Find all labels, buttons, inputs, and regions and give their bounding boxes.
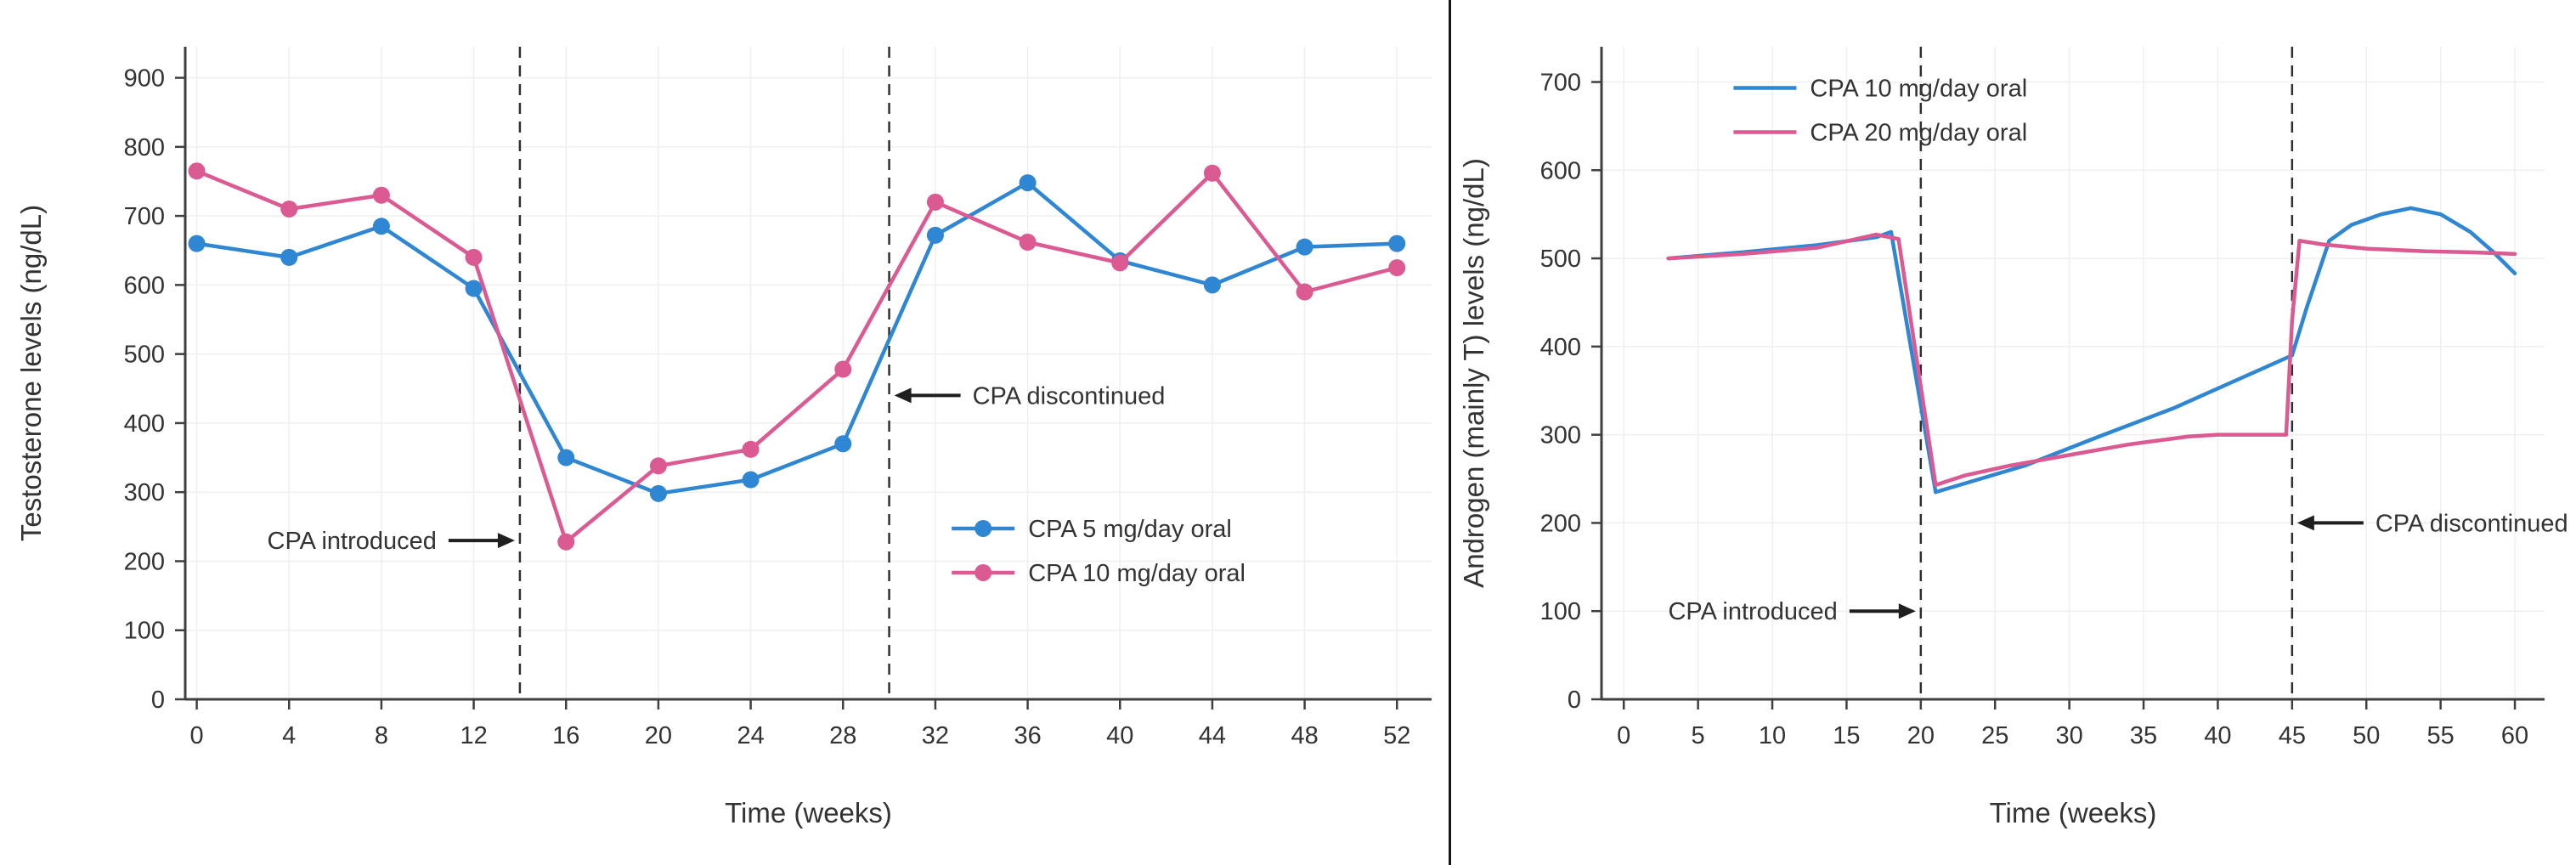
series-marker-1 [1019,233,1037,251]
x-tick-label: 12 [460,722,487,749]
series-marker-1 [1203,164,1221,182]
y-axis-label: Testosterone levels (ng/dL) [15,205,47,541]
annotation-text: CPA introduced [268,528,437,555]
series-line-1 [1666,232,2517,488]
y-tick-label: 0 [1568,687,1581,714]
x-tick-label: 40 [1106,722,1133,749]
x-tick-label: 40 [2204,722,2231,749]
x-tick-label: 60 [2501,722,2528,749]
x-tick-label: 4 [282,722,296,749]
series-marker-0 [1019,174,1037,192]
annotation-text: CPA discontinued [973,382,1166,410]
series-marker-0 [649,484,667,502]
series-marker-0 [188,235,206,252]
legend-marker-sample [974,563,992,581]
legend-marker-sample [974,519,992,537]
y-tick-label: 600 [1540,157,1581,184]
y-tick-label: 200 [1540,510,1581,537]
x-tick-label: 45 [2279,722,2306,749]
y-tick-label: 400 [1540,334,1581,361]
series-marker-0 [834,435,852,453]
x-tick-label: 20 [645,722,672,749]
series-marker-0 [742,471,760,489]
series-marker-1 [280,200,298,218]
x-tick-label: 5 [1692,722,1705,749]
right-chart-panel: 0 5 10 15 20 25 30 35 40 45 50 55 60 0 100 200 300 400 500… [1451,0,2576,865]
annotation-arrow-head [497,533,515,549]
x-tick-label: 48 [1291,722,1318,749]
x-tick-label: 55 [2427,722,2455,749]
series-line-1 [195,169,1399,544]
series-marker-1 [1296,283,1313,301]
x-tick-label: 25 [1981,722,2008,749]
y-tick-label: 700 [1540,70,1581,97]
series-marker-1 [465,248,483,266]
series-marker-0 [1388,235,1406,252]
y-tick-label: 800 [124,134,165,161]
y-tick-label: 500 [1540,246,1581,273]
series-marker-0 [557,449,575,466]
x-axis-label: Time (weeks) [725,797,892,828]
y-tick-label: 400 [124,410,165,438]
annotation-arrow-head [2296,515,2314,531]
annotation-text: CPA discontinued [2375,510,2568,537]
x-tick-label: 52 [1383,722,1410,749]
series-marker-1 [1111,254,1129,272]
y-tick-label: 300 [124,479,165,506]
x-tick-label: 28 [829,722,856,749]
y-tick-label: 900 [124,65,165,93]
y-tick-label: 100 [124,618,165,645]
annotation-text: CPA introduced [1668,598,1837,625]
y-tick-label: 200 [124,548,165,575]
x-tick-label: 35 [2130,722,2157,749]
series-marker-1 [649,457,667,475]
series-marker-1 [926,193,944,211]
y-tick-label: 0 [151,687,165,714]
y-tick-label: 300 [1540,422,1581,449]
series-marker-1 [188,162,206,180]
series-marker-0 [280,248,298,266]
y-tick-label: 600 [124,272,165,299]
series-marker-0 [1296,238,1313,256]
y-tick-label: 700 [124,203,165,230]
x-tick-label: 24 [737,722,764,749]
legend-label: CPA 5 mg/day oral [1028,516,1232,543]
series-marker-1 [742,440,760,458]
series-marker-0 [926,226,944,244]
series-marker-0 [1203,276,1221,294]
series-marker-0 [465,280,483,297]
x-tick-label: 36 [1014,722,1041,749]
series-line-0 [195,180,1399,496]
y-axis-label: Androgen (mainly T) levels (ng/dL) [1458,158,1489,588]
y-tick-label: 500 [124,342,165,369]
testosterone-chart: 0 4 8 12 16 20 24 28 32 36 40 44 48 52010020030040050… [15,47,1432,828]
series-marker-0 [372,218,390,235]
left-chart-panel: 0 4 8 12 16 20 24 28 32 36 40 44 48 52 0 100 200 300 400 50… [15,47,1432,828]
legend-label: CPA 10 mg/day oral [1810,76,2027,103]
series-marker-1 [834,360,852,378]
x-tick-label: 30 [2055,722,2082,749]
legend-label: CPA 10 mg/day oral [1028,560,1246,587]
series-marker-1 [557,533,575,551]
panel-divider [1449,0,1451,865]
legend-label: CPA 20 mg/day oral [1810,120,2027,147]
androgen-chart: 0 5 10 15 20 25 30 35 40 45 50 55 600100200300400500… [1458,47,2568,828]
x-tick-label: 15 [1833,722,1860,749]
x-tick-label: 8 [375,722,388,749]
x-tick-label: 10 [1759,722,1786,749]
series-marker-1 [1388,259,1406,277]
annotation-arrow-head [894,387,912,404]
y-tick-label: 100 [1540,598,1581,625]
series-marker-1 [372,186,390,204]
x-tick-label: 16 [552,722,579,749]
x-tick-label: 20 [1907,722,1935,749]
x-tick-label: 32 [922,722,949,749]
x-tick-label: 0 [1617,722,1630,749]
annotation-arrow-head [1898,603,1916,619]
x-tick-label: 50 [2353,722,2380,749]
x-tick-label: 0 [190,722,204,749]
x-tick-label: 44 [1199,722,1226,749]
x-axis-label: Time (weeks) [1990,797,2157,828]
